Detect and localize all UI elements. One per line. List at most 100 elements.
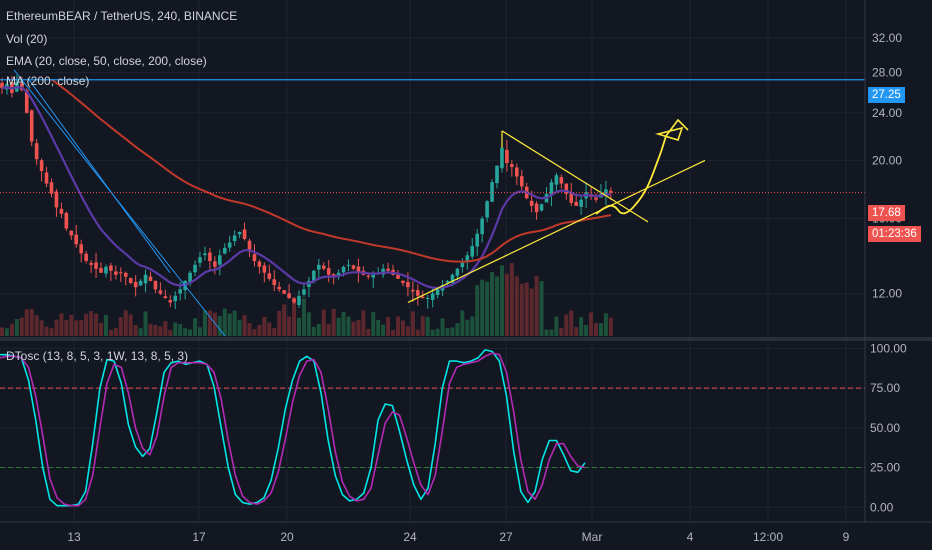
- volume-bar: [59, 313, 64, 336]
- volume-bar: [242, 315, 247, 336]
- volume-bar: [598, 323, 603, 336]
- candle-body: [213, 261, 217, 267]
- candle-body: [574, 201, 578, 206]
- time-tick-label: 13: [67, 530, 81, 544]
- legend-dtosc[interactable]: DTosc (13, 8, 5, 3, 1W, 13, 8, 5, 3): [6, 349, 189, 363]
- candle-body: [406, 282, 410, 288]
- candle-body: [470, 246, 475, 257]
- volume-bar: [490, 271, 495, 336]
- candle-body: [138, 280, 143, 286]
- hline-price-tag: 27.25: [868, 87, 905, 103]
- legend-ema[interactable]: EMA (20, close, 50, close, 200, close): [6, 54, 207, 68]
- yellow-arrow-icon: [654, 118, 689, 141]
- oscillator-axis[interactable]: 100.00 75.00 50.00 25.00 0.00: [870, 341, 907, 514]
- volume-bar: [470, 316, 475, 336]
- candle-body: [49, 182, 54, 194]
- volume-bar: [94, 313, 99, 336]
- volume-bar: [539, 281, 544, 336]
- volume-bar: [306, 312, 311, 336]
- drawing-layer[interactable]: [13, 69, 706, 337]
- candle-body: [89, 262, 93, 265]
- candle-body: [277, 286, 281, 290]
- volume-bar: [49, 328, 54, 336]
- candle-body: [267, 273, 272, 279]
- yellow-support-line: [407, 159, 706, 304]
- volume-bar: [440, 318, 445, 336]
- volume-bar: [227, 313, 232, 336]
- time-tick-label: 27: [499, 530, 513, 544]
- volume-bar: [39, 320, 44, 336]
- volume-bar: [554, 316, 559, 336]
- volume-bar: [396, 316, 400, 336]
- volume-bar: [84, 313, 89, 336]
- volume-bar: [79, 320, 84, 336]
- candle-body: [232, 235, 237, 242]
- time-axis[interactable]: 13 17 20 24 27 Mar 4 12:00 9: [67, 530, 849, 544]
- volume-bar: [499, 265, 504, 336]
- volume-bar: [391, 329, 396, 336]
- volume-bar: [509, 263, 514, 336]
- volume-bar: [450, 327, 455, 336]
- volume-bar: [559, 327, 564, 336]
- volume-bar: [118, 317, 123, 336]
- candle-body: [539, 204, 544, 211]
- volume-bar: [133, 324, 138, 336]
- candle-body: [445, 280, 450, 283]
- volume-bar: [534, 276, 539, 336]
- volume-bar: [287, 316, 292, 336]
- candle-body: [203, 253, 207, 256]
- volume-bar: [480, 279, 485, 336]
- volume-bar: [544, 329, 549, 336]
- volume-bar: [405, 326, 410, 336]
- volume-bar: [193, 318, 198, 336]
- legend-volume[interactable]: Vol (20): [6, 32, 48, 46]
- candle-body: [262, 265, 267, 273]
- candle-body: [237, 231, 242, 235]
- candle-body: [554, 175, 559, 185]
- volume-bar: [34, 315, 39, 336]
- legend-ma[interactable]: MA (200, close): [6, 74, 90, 88]
- volume-bar: [316, 323, 321, 336]
- osc-series-slow: [0, 352, 586, 507]
- candle-body: [411, 289, 415, 292]
- volume-bar: [311, 327, 316, 336]
- volume-bar: [4, 328, 9, 336]
- volume-bar: [217, 316, 222, 336]
- volume-bar: [321, 309, 326, 336]
- volume-bar: [143, 311, 148, 336]
- osc-tick-label: 100.00: [870, 341, 907, 355]
- volume-bar: [14, 319, 19, 336]
- price-tick-label: 12.00: [872, 287, 902, 301]
- candle-body: [500, 147, 504, 169]
- symbol-title: EthereumBEAR / TetherUS, 240, BINANCE: [6, 9, 238, 23]
- candle-body: [188, 272, 192, 284]
- candle-body: [222, 247, 227, 254]
- dt-oscillator-pane: [0, 349, 865, 507]
- volume-bar: [103, 314, 108, 336]
- volume-bar: [9, 323, 14, 336]
- bar-countdown-tag: 01:23:36: [868, 226, 921, 242]
- candle-body: [430, 293, 435, 300]
- candlestick-series[interactable]: [0, 75, 613, 309]
- candle-body: [242, 229, 247, 239]
- volume-bar: [158, 326, 163, 336]
- last-price-tag: 17.68: [868, 205, 905, 221]
- osc-tick-label: 50.00: [870, 421, 900, 435]
- volume-bar: [113, 328, 118, 336]
- volume-bar: [69, 315, 74, 336]
- candle-body: [39, 160, 44, 172]
- candle-body: [158, 290, 163, 294]
- candle-body: [64, 212, 69, 229]
- volume-bar: [460, 310, 465, 336]
- volume-bar: [519, 283, 524, 336]
- candle-body: [321, 265, 326, 269]
- candle-body: [351, 265, 356, 269]
- volume-bar: [603, 313, 608, 336]
- volume-bar: [504, 273, 509, 336]
- volume-bar: [173, 322, 178, 336]
- volume-bar: [425, 316, 430, 336]
- volume-bar: [341, 311, 346, 336]
- candle-body: [435, 289, 440, 295]
- candle-body: [480, 218, 484, 235]
